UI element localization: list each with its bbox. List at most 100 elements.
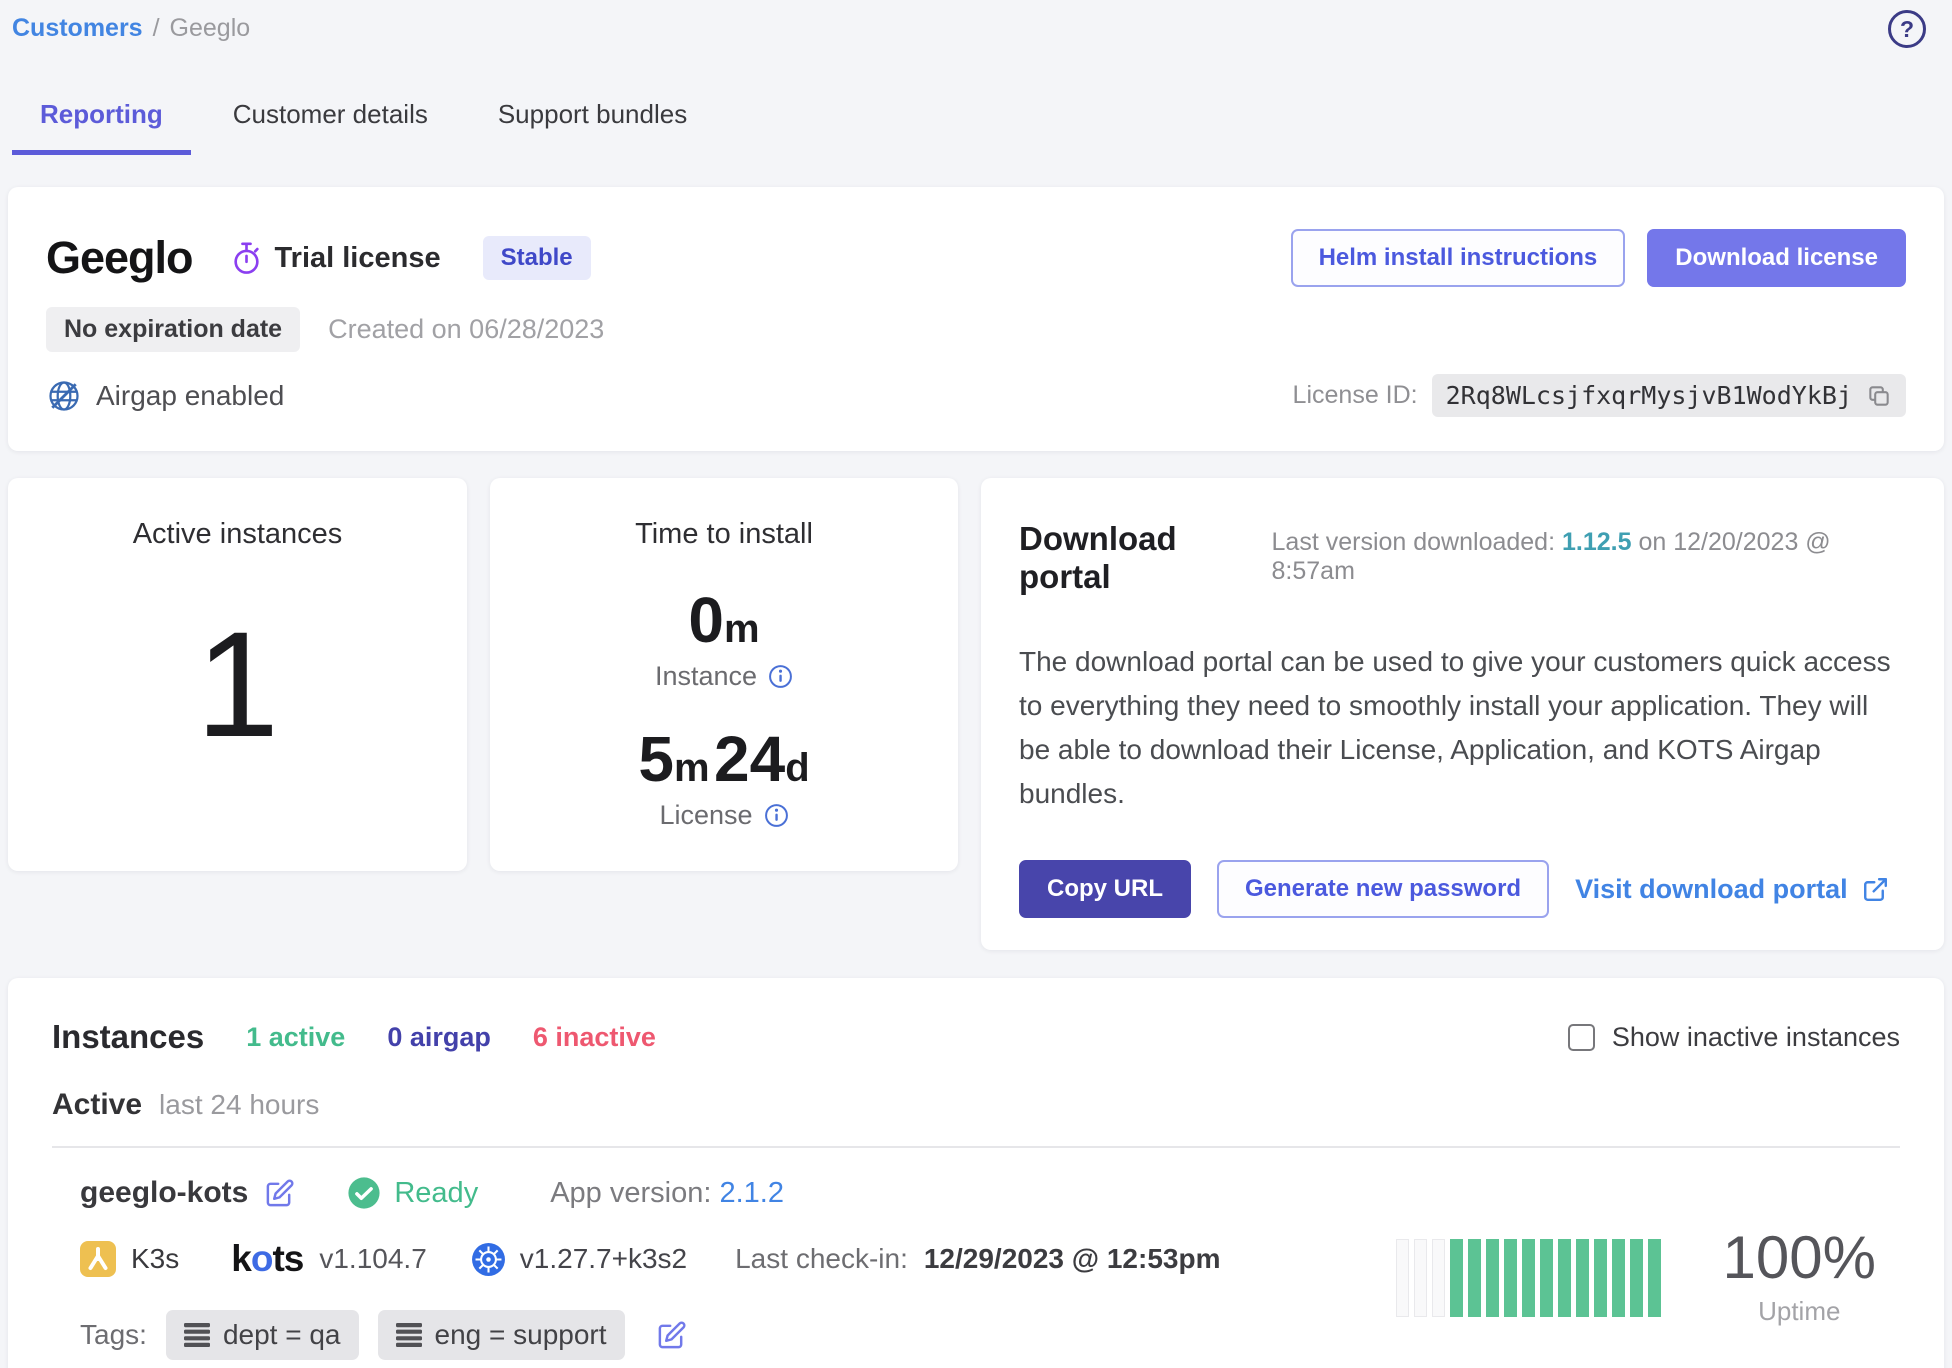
license-time-unit-1: m — [673, 746, 710, 790]
tag-badge: eng = support — [377, 1310, 625, 1360]
copy-url-button[interactable]: Copy URL — [1019, 860, 1191, 918]
external-link-icon — [1861, 875, 1890, 904]
uptime-bar-up — [1449, 1238, 1463, 1317]
edit-tags-icon[interactable] — [656, 1320, 687, 1351]
show-inactive-label: Show inactive instances — [1611, 1021, 1900, 1052]
breadcrumb-current: Geeglo — [169, 14, 251, 42]
app-version-link[interactable]: 2.1.2 — [719, 1176, 784, 1209]
kots-logo-ts: ts — [272, 1238, 304, 1279]
uptime-bar-up — [1467, 1238, 1481, 1317]
uptime-bar-up — [1575, 1238, 1589, 1317]
license-type-label: Trial license — [274, 241, 441, 274]
group-subtitle: last 24 hours — [159, 1089, 320, 1120]
helm-install-instructions-button[interactable]: Helm install instructions — [1290, 229, 1626, 287]
tab-customer-details[interactable]: Customer details — [232, 99, 428, 129]
tab-reporting[interactable]: Reporting — [12, 87, 191, 155]
k3s-icon — [80, 1241, 116, 1277]
globe-slash-icon — [46, 378, 82, 414]
uptime-bar-up — [1539, 1238, 1553, 1317]
tag-icon — [395, 1323, 422, 1347]
divider — [52, 1146, 1900, 1148]
kots-logo: kots — [231, 1238, 304, 1280]
license-card: Geeglo Trial license Stable Helm install… — [8, 187, 1944, 451]
edit-instance-name-icon[interactable] — [264, 1178, 295, 1209]
uptime-bar-up — [1557, 1238, 1571, 1317]
stopwatch-icon — [231, 241, 262, 275]
kots-version: v1.104.7 — [319, 1243, 427, 1274]
last-checkin-value: 12/29/2023 @ 12:53pm — [923, 1243, 1221, 1274]
active-instances-title: Active instances — [132, 518, 343, 550]
uptime-bar-empty — [1395, 1238, 1409, 1317]
copy-icon[interactable] — [1866, 383, 1892, 409]
instances-card: Instances 1 active 0 airgap 6 inactive S… — [8, 978, 1944, 1368]
license-id-badge: 2Rq8WLcsjfxqrMysjvB1WodYkBj — [1431, 374, 1906, 417]
uptime-bar-empty — [1413, 1238, 1427, 1317]
uptime-value: 100% — [1722, 1224, 1876, 1291]
check-circle-icon — [347, 1176, 381, 1210]
tag-label: dept = qa — [222, 1319, 341, 1350]
info-icon[interactable] — [764, 803, 789, 828]
show-inactive-checkbox[interactable] — [1567, 1023, 1595, 1051]
license-type: Trial license — [231, 241, 441, 275]
help-glyph: ? — [1899, 15, 1915, 42]
help-icon[interactable]: ? — [1888, 10, 1926, 48]
uptime-label: Uptime — [1758, 1296, 1841, 1326]
uptime-block: 100% Uptime — [1395, 1224, 1876, 1327]
instance-name: geeglo-kots — [80, 1176, 249, 1209]
uptime-bars — [1395, 1238, 1661, 1317]
download-portal-card: Download portal Last version downloaded:… — [981, 478, 1944, 950]
uptime-bar-up — [1611, 1238, 1625, 1317]
expiration-badge: No expiration date — [46, 307, 301, 352]
download-portal-description: The download portal can be used to give … — [1019, 646, 1891, 809]
generate-new-password-button[interactable]: Generate new password — [1217, 860, 1550, 918]
tab-support-bundles[interactable]: Support bundles — [497, 99, 688, 129]
instance-status-label: Ready — [394, 1176, 479, 1209]
instance-row: geeglo-kots Ready — [52, 1148, 1900, 1360]
instance-status: Ready — [347, 1176, 478, 1210]
time-to-install-title: Time to install — [635, 518, 813, 550]
instances-title: Instances — [52, 1018, 205, 1055]
app-version-label: App version: — [550, 1176, 712, 1209]
uptime-bar-up — [1647, 1238, 1661, 1317]
top-bar: Customers / Geeglo ? — [0, 0, 1952, 48]
license-time-value-1: 5 — [638, 723, 674, 795]
active-count: 1 active — [246, 1021, 346, 1052]
instance-time-value: 0 — [688, 584, 724, 656]
last-version-suffix: on 12/20/2023 @ 8:57am — [1271, 528, 1831, 585]
license-time-value-2: 24 — [714, 723, 786, 795]
download-license-button[interactable]: Download license — [1647, 229, 1906, 287]
uptime-bar-empty — [1431, 1238, 1445, 1317]
last-version-link[interactable]: 1.12.5 — [1562, 528, 1632, 556]
kots-logo-k: k — [231, 1238, 252, 1279]
airgap-count: 0 airgap — [387, 1021, 491, 1052]
time-to-install-card: Time to install 0m Instance 5m 24d Licen… — [490, 478, 958, 871]
uptime-bar-up — [1503, 1238, 1517, 1317]
airgap-status: Airgap enabled — [46, 378, 284, 414]
instance-time-unit: m — [724, 607, 760, 651]
uptime-bar-up — [1485, 1238, 1499, 1317]
license-time-label: License — [659, 800, 753, 830]
channel-badge: Stable — [482, 236, 591, 280]
inactive-count: 6 inactive — [532, 1021, 656, 1052]
kubernetes-version: v1.27.7+k3s2 — [519, 1243, 688, 1274]
last-checkin-label: Last check-in: — [735, 1243, 908, 1274]
tag-badge: dept = qa — [165, 1310, 359, 1360]
distribution-label: K3s — [131, 1243, 180, 1274]
customer-name: Geeglo — [46, 232, 194, 283]
license-id-label: License ID: — [1292, 381, 1418, 409]
last-version-downloaded: Last version downloaded: 1.12.5 on 12/20… — [1272, 528, 1906, 586]
tag-label: eng = support — [434, 1319, 607, 1350]
tab-bar: Reporting Customer details Support bundl… — [12, 87, 1952, 155]
last-version-prefix: Last version downloaded: — [1271, 528, 1556, 556]
uptime-bar-up — [1593, 1238, 1607, 1317]
airgap-label: Airgap enabled — [96, 379, 285, 411]
breadcrumb: Customers / Geeglo — [12, 14, 1924, 43]
created-date: Created on 06/28/2023 — [328, 314, 605, 344]
instance-time-label: Instance — [654, 661, 758, 691]
uptime-bar-up — [1521, 1238, 1535, 1317]
info-icon[interactable] — [768, 664, 793, 689]
visit-download-portal-link[interactable]: Visit download portal — [1575, 874, 1890, 905]
kubernetes-icon — [471, 1242, 506, 1277]
breadcrumb-customers-link[interactable]: Customers — [12, 14, 143, 42]
license-install-time: 5m 24d — [490, 722, 958, 796]
